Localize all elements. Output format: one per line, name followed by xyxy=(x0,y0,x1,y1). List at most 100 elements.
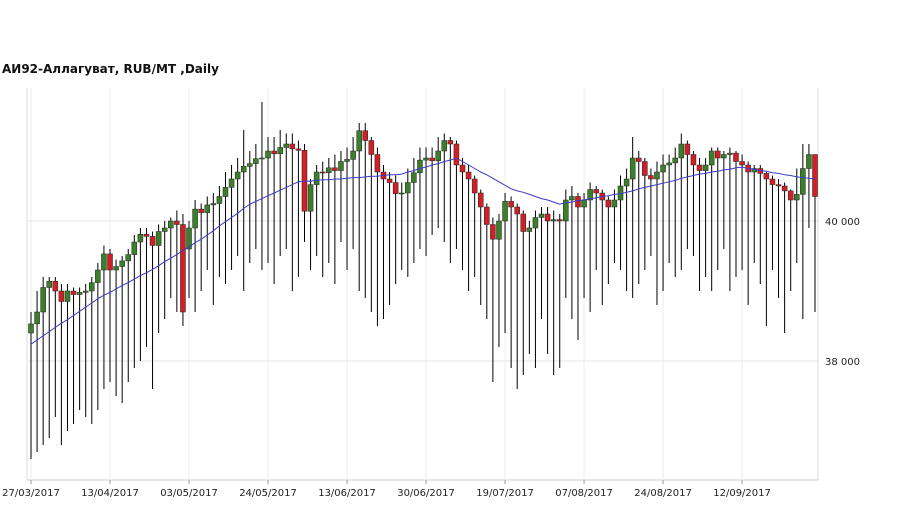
candle-body xyxy=(733,152,739,162)
candle-body xyxy=(368,140,375,155)
candle-body xyxy=(654,171,660,180)
candle-body xyxy=(508,201,514,208)
candle-body xyxy=(636,157,642,162)
candle-body xyxy=(429,157,435,162)
candle-body xyxy=(812,154,818,197)
x-tick-label: 07/08/2017 xyxy=(555,488,613,499)
candle-body xyxy=(344,159,350,162)
candle-body xyxy=(708,150,715,166)
candle-body xyxy=(277,147,283,155)
candle-body xyxy=(684,143,691,155)
candle-body xyxy=(721,154,727,159)
x-tick-label: 19/07/2017 xyxy=(476,488,534,499)
candle-body xyxy=(149,236,156,246)
candle-body xyxy=(70,290,77,295)
x-tick-label: 24/05/2017 xyxy=(239,488,297,499)
candle-body xyxy=(155,231,162,246)
candle-body xyxy=(563,199,569,222)
candle-body xyxy=(490,224,496,240)
candle-body xyxy=(64,290,71,302)
candle-body xyxy=(174,220,180,225)
candle-body xyxy=(526,227,533,232)
candle-body xyxy=(271,150,277,155)
candle-body xyxy=(356,130,362,152)
candle-body xyxy=(131,241,138,255)
candle-body xyxy=(192,208,198,229)
candle-body xyxy=(82,290,89,293)
candle-body xyxy=(332,167,338,171)
candle-body xyxy=(295,148,302,151)
candle-body xyxy=(28,323,34,334)
candle-body xyxy=(423,157,429,161)
candle-body xyxy=(76,292,83,295)
candle-body xyxy=(550,219,557,222)
candle-body xyxy=(502,201,508,222)
x-tick-label: 13/04/2017 xyxy=(81,488,139,499)
candle-body xyxy=(441,140,448,152)
candle-body xyxy=(125,254,131,262)
candle-body xyxy=(417,159,423,173)
candle-body xyxy=(392,182,399,194)
candle-body xyxy=(374,154,381,173)
candle-body xyxy=(198,208,204,213)
candle-body xyxy=(611,199,618,208)
candle-body xyxy=(739,161,745,166)
candle-body xyxy=(398,192,405,195)
candle-body xyxy=(477,192,484,208)
candle-body xyxy=(727,152,733,155)
candle-body xyxy=(52,280,59,292)
y-tick-label: 38 000 xyxy=(825,357,860,368)
candle-body xyxy=(769,178,776,185)
candle-body xyxy=(143,234,150,237)
candle-body xyxy=(623,178,630,187)
candle-body xyxy=(465,171,472,180)
candle-body xyxy=(161,227,168,232)
candle-body xyxy=(648,175,654,180)
candle-body xyxy=(362,130,369,141)
candle-body xyxy=(289,143,296,150)
candle-body xyxy=(435,150,441,162)
x-tick-label: 12/09/2017 xyxy=(713,488,771,499)
candle-body xyxy=(666,162,672,166)
candle-body xyxy=(265,150,271,159)
candle-body xyxy=(794,194,800,201)
candle-body xyxy=(581,199,587,208)
candle-body xyxy=(660,164,666,173)
x-tick-label: 24/08/2017 xyxy=(634,488,692,499)
candle-body xyxy=(107,253,113,271)
candle-body xyxy=(514,206,520,215)
candle-body xyxy=(386,178,393,183)
candle-body xyxy=(447,140,454,145)
candle-body xyxy=(313,171,320,185)
candle-body xyxy=(459,164,466,173)
candle-body xyxy=(696,164,703,171)
candle-body xyxy=(222,187,229,197)
candle-body xyxy=(34,311,40,325)
candle-body xyxy=(763,173,770,180)
candle-body xyxy=(180,224,186,313)
candle-body xyxy=(234,171,241,180)
candle-body xyxy=(58,290,65,302)
candle-body xyxy=(484,206,490,225)
x-tick-label: 03/05/2017 xyxy=(160,488,218,499)
candle-body xyxy=(806,154,812,169)
candle-body xyxy=(319,171,326,174)
candle-body xyxy=(247,163,253,167)
moving-average-line xyxy=(30,157,816,345)
candle-body xyxy=(690,154,697,166)
candle-body xyxy=(538,213,545,218)
candle-body xyxy=(326,167,332,173)
candle-body xyxy=(787,190,794,201)
candle-body xyxy=(532,217,539,229)
candle-body xyxy=(781,185,788,192)
x-tick-label: 30/06/2017 xyxy=(397,488,455,499)
candle-body xyxy=(642,161,648,176)
candle-body xyxy=(715,150,721,159)
x-tick-label: 27/03/2017 xyxy=(2,488,60,499)
candle-body xyxy=(496,220,502,240)
candle-body xyxy=(216,196,223,204)
candle-body xyxy=(702,164,709,171)
candle-body xyxy=(587,189,593,201)
candle-body xyxy=(259,157,265,160)
candle-body xyxy=(307,184,314,212)
